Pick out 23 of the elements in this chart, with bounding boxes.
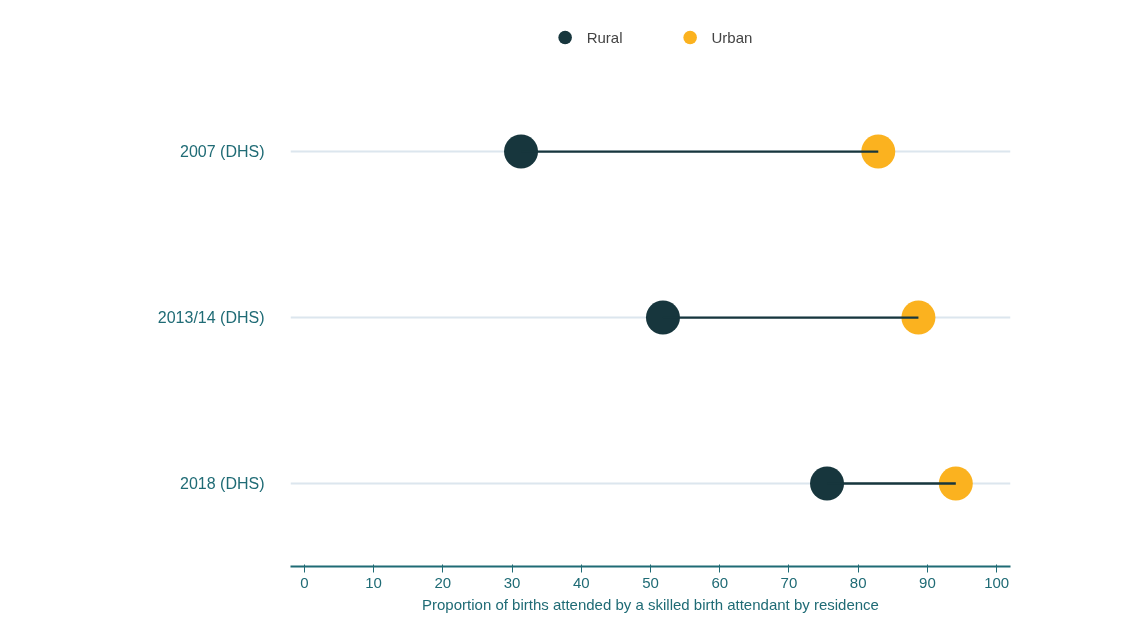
x-tick-label: 90 [919, 573, 936, 591]
x-tick-label: 60 [711, 573, 729, 591]
point [938, 466, 973, 501]
point [504, 134, 539, 169]
y-tick-label: 2018 (DHS) [180, 475, 265, 493]
x-axis-title: Proportion of births attended by a skilled birth attendant by residence [422, 595, 879, 613]
x-tick-label: 30 [503, 573, 521, 591]
legend-label: Rural [586, 28, 623, 46]
legend-label: Urban [711, 28, 753, 46]
point [901, 300, 936, 335]
x-tick-label: 100 [984, 573, 1010, 591]
x-tick-label: 50 [642, 573, 659, 591]
point [861, 134, 896, 169]
x-tick-label: 10 [365, 573, 382, 591]
x-tick-label: 40 [572, 573, 590, 591]
x-tick-label: 0 [300, 573, 309, 591]
y-tick-label: 2007 (DHS) [180, 143, 265, 161]
point [810, 466, 845, 501]
point [645, 300, 680, 335]
y-tick-label: 2013/14 (DHS) [157, 309, 265, 327]
x-tick-label: 20 [434, 573, 452, 591]
x-tick-label: 80 [849, 573, 867, 591]
x-tick-label: 70 [780, 573, 798, 591]
